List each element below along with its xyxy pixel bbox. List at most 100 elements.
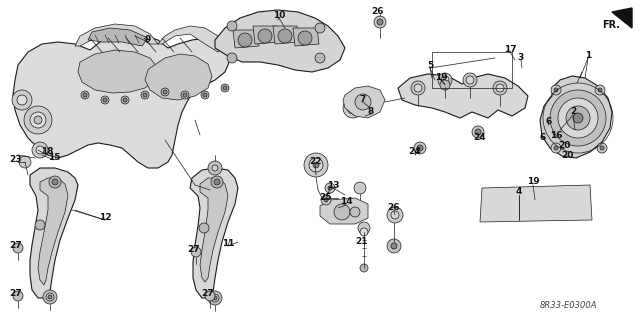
Circle shape	[573, 113, 583, 123]
Text: 27: 27	[10, 288, 22, 298]
Circle shape	[350, 105, 356, 111]
Circle shape	[19, 156, 31, 168]
Text: 26: 26	[372, 6, 384, 16]
Circle shape	[387, 207, 403, 223]
Circle shape	[414, 84, 422, 92]
Polygon shape	[30, 168, 78, 298]
Circle shape	[600, 146, 604, 150]
Text: 6: 6	[546, 117, 552, 127]
Polygon shape	[612, 8, 632, 28]
Bar	[432, 52, 512, 88]
Text: 5: 5	[427, 61, 433, 70]
Text: 18: 18	[41, 147, 53, 157]
Text: 19: 19	[527, 177, 540, 187]
Text: 15: 15	[48, 152, 60, 161]
Text: FR.: FR.	[602, 20, 620, 30]
Text: 27: 27	[202, 288, 214, 298]
Text: 26: 26	[388, 203, 400, 211]
Polygon shape	[13, 34, 230, 168]
Circle shape	[598, 88, 602, 92]
Polygon shape	[215, 10, 345, 72]
Text: 16: 16	[550, 130, 563, 139]
Polygon shape	[273, 26, 299, 44]
Circle shape	[183, 93, 187, 97]
Circle shape	[141, 91, 149, 99]
Circle shape	[49, 176, 61, 188]
Circle shape	[12, 90, 32, 110]
Circle shape	[414, 142, 426, 154]
Circle shape	[52, 179, 58, 185]
Text: 27: 27	[188, 244, 200, 254]
Circle shape	[360, 228, 368, 236]
Circle shape	[211, 294, 219, 302]
Circle shape	[298, 31, 312, 45]
Circle shape	[208, 161, 222, 175]
Circle shape	[550, 90, 606, 146]
Circle shape	[36, 146, 44, 154]
Circle shape	[163, 90, 167, 94]
Circle shape	[211, 176, 223, 188]
Text: 6: 6	[540, 132, 546, 142]
Polygon shape	[480, 185, 592, 222]
Text: 20: 20	[561, 151, 573, 160]
Circle shape	[48, 295, 52, 299]
Circle shape	[191, 247, 201, 257]
Polygon shape	[75, 24, 222, 52]
Circle shape	[30, 112, 46, 128]
Circle shape	[558, 98, 598, 138]
Circle shape	[13, 243, 23, 253]
Circle shape	[347, 102, 359, 114]
Circle shape	[35, 220, 45, 230]
Circle shape	[203, 93, 207, 97]
Circle shape	[313, 162, 319, 168]
Circle shape	[201, 91, 209, 99]
Text: 9: 9	[145, 34, 151, 43]
Text: 1: 1	[585, 50, 591, 60]
Polygon shape	[343, 86, 385, 118]
Circle shape	[212, 165, 218, 171]
Text: 14: 14	[340, 197, 352, 206]
Circle shape	[328, 186, 332, 190]
Circle shape	[358, 222, 370, 234]
Circle shape	[325, 183, 335, 193]
Text: 7: 7	[360, 94, 366, 103]
Polygon shape	[293, 28, 319, 46]
Circle shape	[377, 19, 383, 25]
Text: 2: 2	[570, 108, 576, 116]
Polygon shape	[190, 168, 238, 298]
Polygon shape	[38, 178, 68, 285]
Polygon shape	[145, 54, 212, 100]
Text: 8: 8	[368, 107, 374, 115]
Circle shape	[440, 80, 450, 90]
Circle shape	[374, 16, 386, 28]
Circle shape	[387, 239, 401, 253]
Polygon shape	[320, 198, 368, 224]
Text: 24: 24	[474, 132, 486, 142]
Circle shape	[493, 81, 507, 95]
Text: 25: 25	[320, 192, 332, 202]
Circle shape	[223, 86, 227, 90]
Circle shape	[101, 96, 109, 104]
Polygon shape	[540, 76, 612, 158]
Circle shape	[496, 84, 504, 92]
Circle shape	[554, 146, 558, 150]
Circle shape	[324, 198, 328, 202]
Circle shape	[103, 98, 107, 102]
Circle shape	[566, 106, 590, 130]
Circle shape	[258, 29, 272, 43]
Circle shape	[438, 73, 452, 87]
Circle shape	[121, 96, 129, 104]
Polygon shape	[88, 28, 148, 46]
Text: 17: 17	[504, 44, 516, 54]
Text: 27: 27	[10, 241, 22, 249]
Circle shape	[32, 142, 48, 158]
Circle shape	[43, 290, 57, 304]
Circle shape	[391, 243, 397, 249]
Polygon shape	[78, 50, 158, 93]
Circle shape	[466, 76, 474, 84]
Circle shape	[238, 33, 252, 47]
Polygon shape	[398, 74, 528, 118]
Circle shape	[304, 153, 328, 177]
Circle shape	[227, 53, 237, 63]
Circle shape	[83, 93, 87, 97]
